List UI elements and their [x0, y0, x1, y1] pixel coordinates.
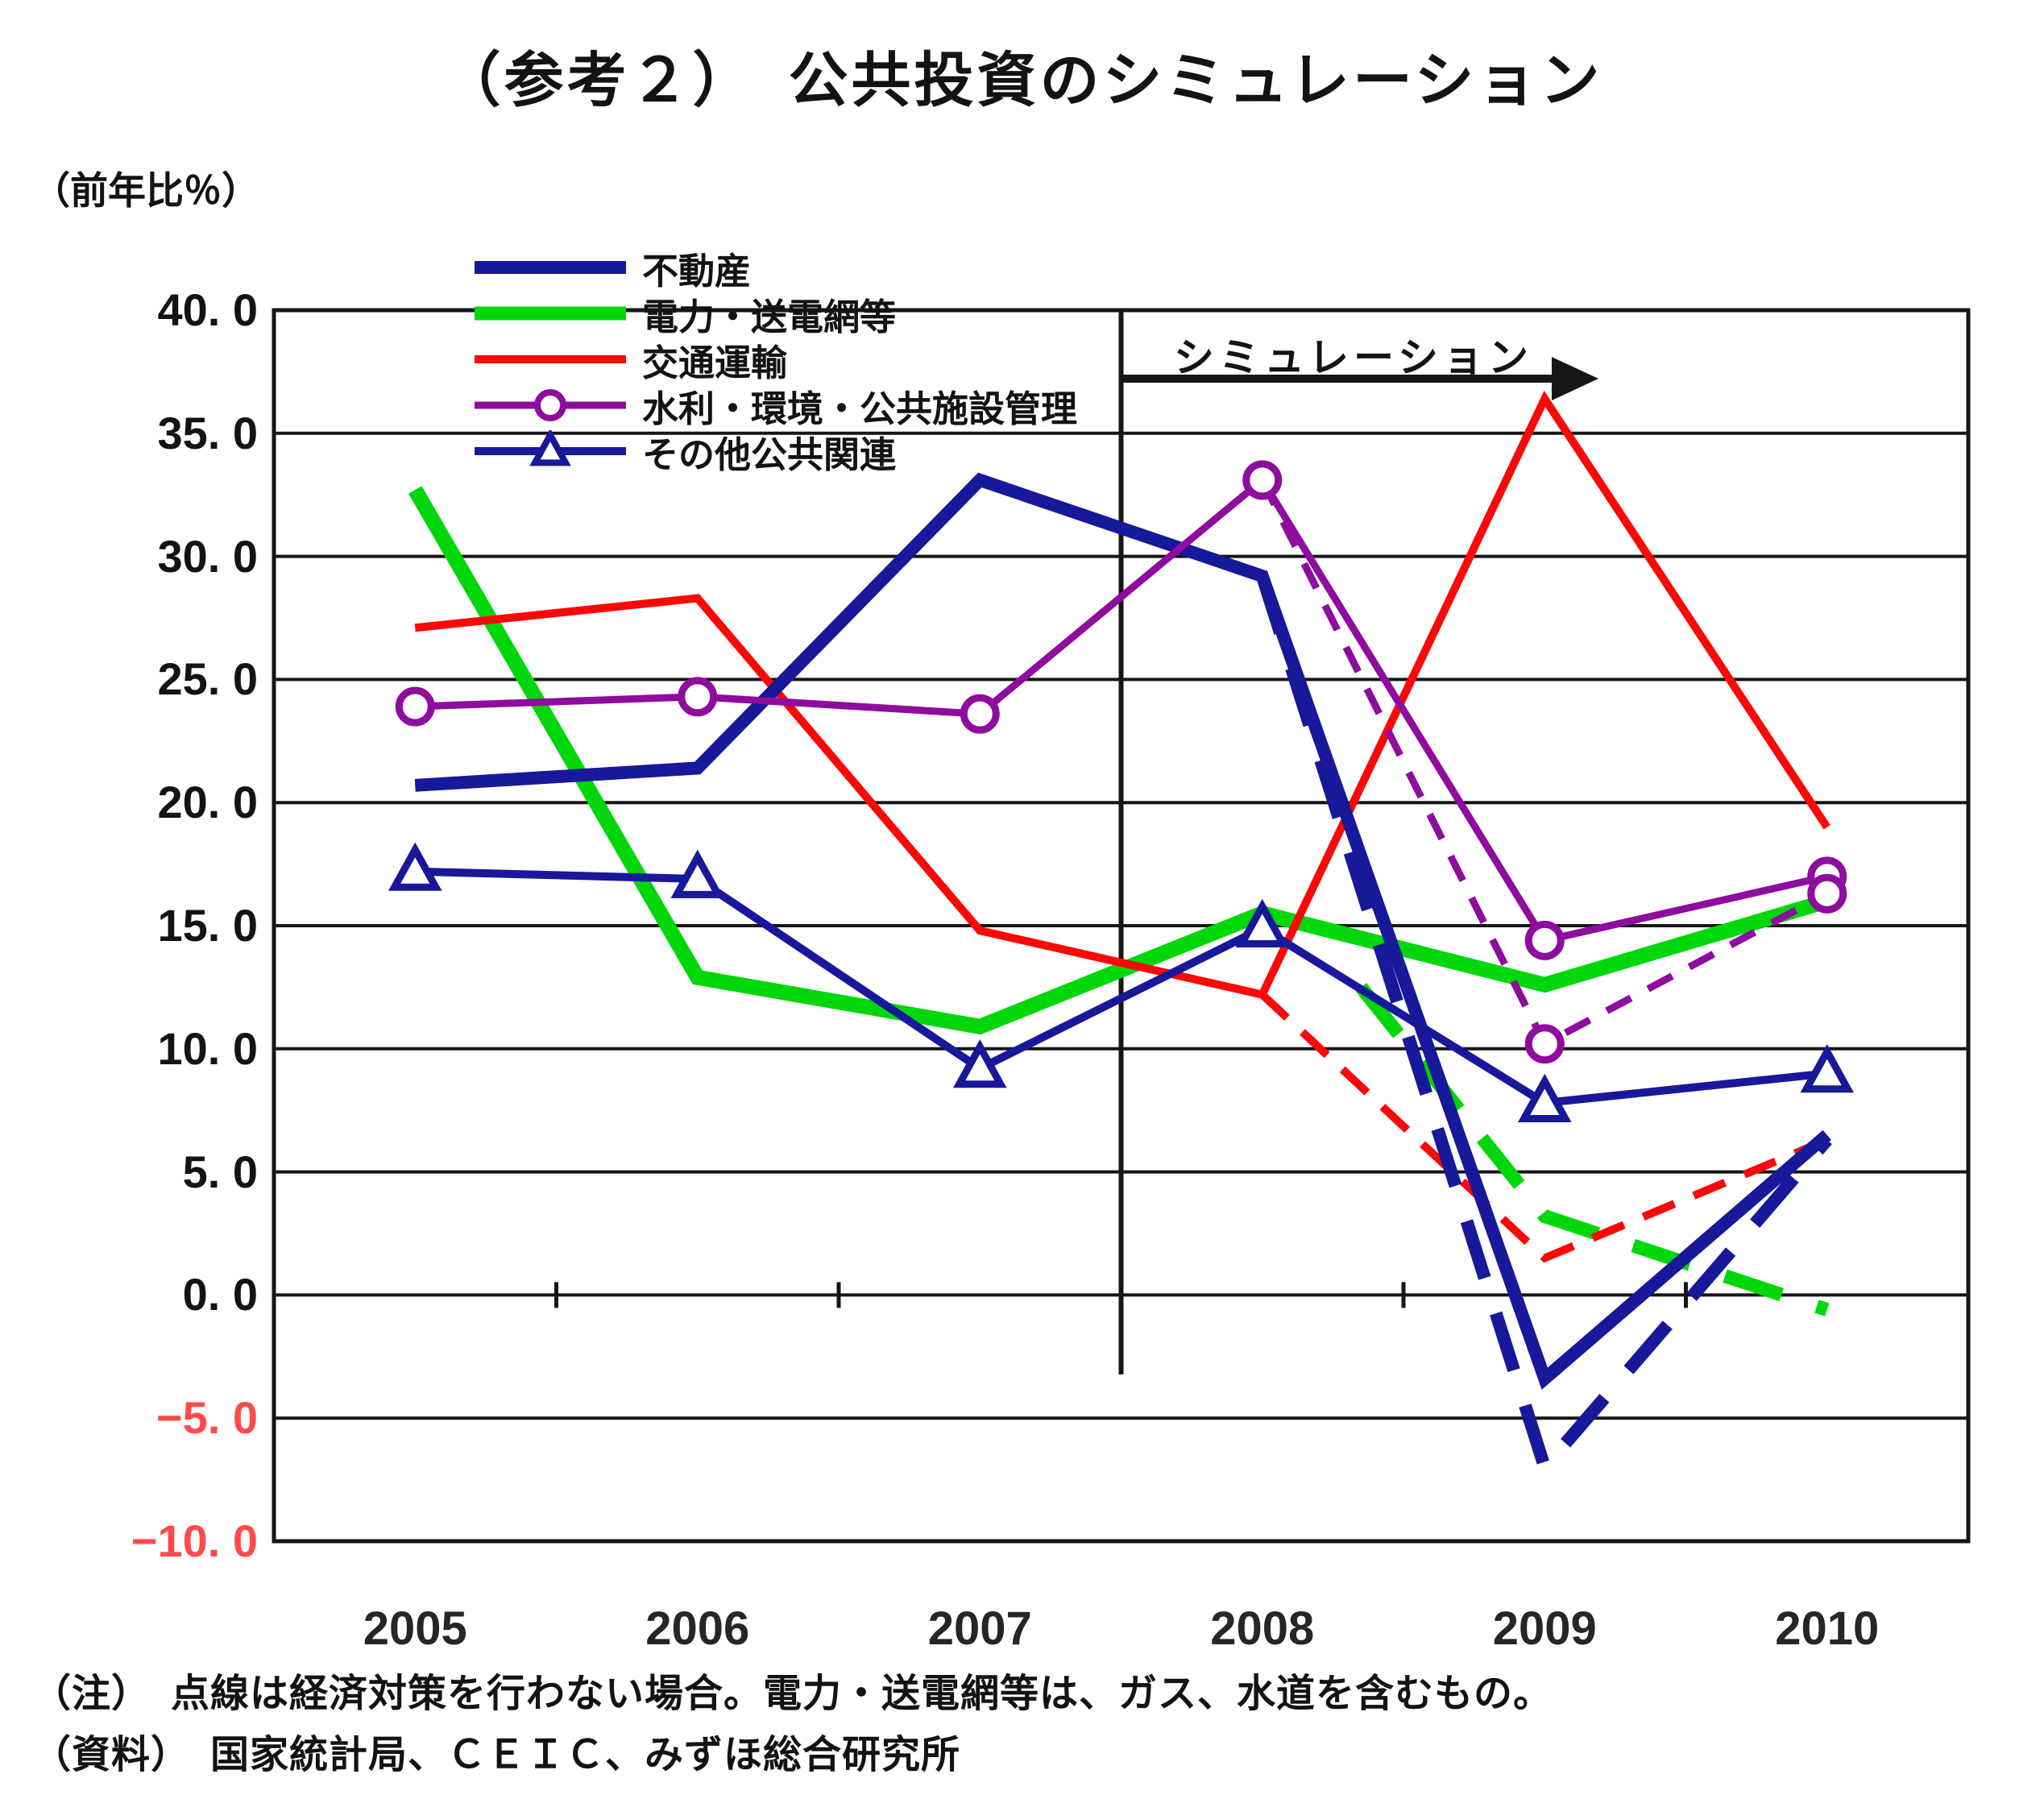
marker-triangle-other: [1800, 1044, 1855, 1093]
marker-circle-water-nomeasure: [1524, 1024, 1565, 1064]
legend-label-transport: 交通運輸: [642, 342, 788, 383]
marker-circle-water: [678, 677, 718, 717]
marker-triangle-other: [1235, 898, 1290, 947]
marker-circle-water: [960, 694, 1000, 734]
legend-swatch-realestate: [475, 261, 626, 274]
legend-item-transport: 交通運輸: [470, 338, 1077, 383]
legend-item-power: 電力・送電網等: [470, 292, 1077, 338]
marker-triangle-other: [952, 1038, 1007, 1088]
series-line-realestate-nomeasure: [1256, 574, 1832, 1481]
legend-item-water: 水利・環境・公共施設管理: [470, 384, 1077, 429]
legend-item-realestate: 不動産: [470, 247, 1077, 292]
legend-label-realestate: 不動産: [642, 250, 752, 292]
y-tick-label: −10. 0: [131, 1515, 258, 1566]
footnote-source: （資料） 国家統計局、ＣＥＩＣ、みずほ総合研究所: [32, 1734, 961, 1776]
y-tick-label: 10. 0: [157, 1022, 258, 1074]
y-tick-label: 30. 0: [157, 530, 258, 582]
y-tick-label: −5. 0: [155, 1392, 258, 1444]
legend-label-water: 水利・環境・公共施設管理: [642, 388, 1078, 429]
plot-border: [272, 308, 1971, 1544]
simulation-arrow-head: [1552, 357, 1598, 400]
series-line-water: [415, 475, 1828, 945]
x-tick-label: 2006: [645, 1602, 750, 1655]
y-tick-label: 15. 0: [157, 900, 258, 951]
simulation-annotation-label: シミュレーション: [1174, 335, 1533, 380]
legend-swatch-water: [475, 389, 626, 421]
legend-swatch-other: [475, 430, 626, 466]
series-line-realestate: [414, 472, 1831, 1391]
series-line-transport-nomeasure: [1259, 991, 1829, 1263]
legend-label-other: その他公共関連: [642, 433, 897, 475]
x-tick-label: 2010: [1775, 1602, 1880, 1655]
footnote-note: （注） 点線は経済対策を行わない場合。電力・送電網等は、ガス、水道を含むもの。: [32, 1673, 1553, 1715]
y-tick-label: 5. 0: [182, 1146, 258, 1197]
y-axis-unit-label: （前年比％）: [32, 169, 259, 212]
series-line-power: [408, 486, 1830, 1035]
marker-circle-water: [1524, 920, 1565, 960]
y-tick-label: 0. 0: [182, 1269, 258, 1320]
chart-title: （参考２） 公共投資のシミュレーション: [441, 47, 1603, 114]
legend-label-power: 電力・送電網等: [642, 296, 897, 338]
x-tick-label: 2007: [927, 1602, 1032, 1655]
marker-triangle-other: [670, 849, 725, 898]
x-tick-label: 2008: [1210, 1602, 1315, 1655]
x-tick-label: 2009: [1492, 1602, 1597, 1655]
y-tick-label: 20. 0: [157, 777, 258, 828]
marker-triangle-other: [1517, 1073, 1572, 1122]
legend-swatch-power: [475, 306, 626, 321]
legend-swatch-transport: [475, 355, 626, 363]
y-tick-label: 25. 0: [157, 653, 258, 705]
x-tick-label: 2005: [363, 1602, 467, 1655]
marker-circle-water: [395, 686, 435, 727]
chart-legend: 不動産 電力・送電網等 交通運輸水利・環境・公共施設管理 その他公共関連: [470, 247, 1077, 476]
series-line-other: [415, 867, 1828, 1108]
marker-circle-water-nomeasure: [1807, 873, 1847, 914]
legend-item-other: その他公共関連: [470, 430, 1077, 475]
y-tick-label: 40. 0: [157, 284, 258, 335]
marker-circle-water: [1242, 460, 1283, 500]
y-tick-label: 35. 0: [157, 407, 258, 458]
marker-triangle-other: [388, 842, 442, 891]
series-line-transport: [414, 390, 1830, 1000]
